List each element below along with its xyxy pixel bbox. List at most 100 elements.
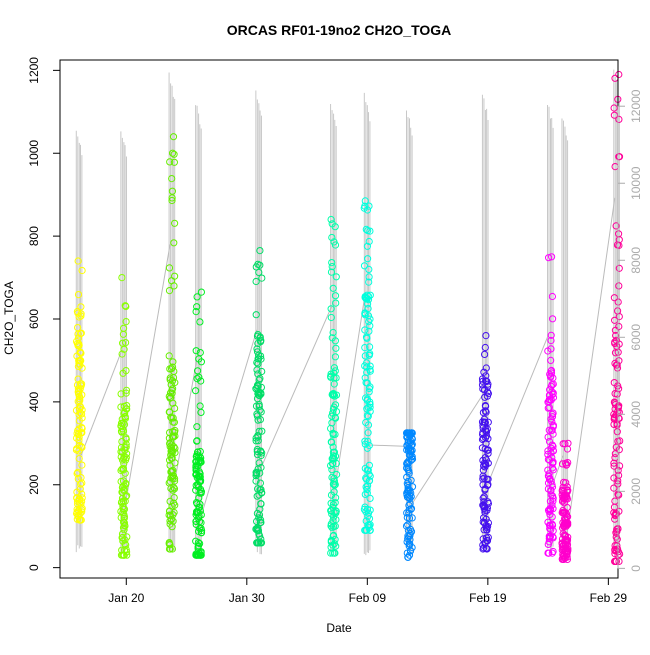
data-point [168,467,176,476]
data-point [193,375,201,383]
data-point [253,345,261,353]
data-point [193,303,201,311]
data-point [73,307,82,316]
data-point [166,394,174,402]
data-point [76,409,84,417]
data-point [192,466,200,474]
data-point [118,428,126,436]
series-rf06 [327,215,341,557]
data-point [192,517,200,526]
data-point [257,516,265,524]
data-point [121,446,129,454]
data-point [549,421,558,429]
data-point [78,424,86,432]
y-tick-label: 400 [27,392,41,412]
data-point [407,448,415,456]
data-point [366,362,374,370]
data-point [480,368,488,376]
data-point [256,469,264,477]
data-point [365,351,373,359]
data-point [166,158,174,166]
data-point [122,493,130,501]
data-point [75,455,83,463]
series-rf09 [478,332,492,553]
data-point [197,377,205,385]
data-point [75,417,83,425]
data-point [253,451,262,459]
data-point [615,557,623,566]
data-point [327,499,335,507]
data-point [615,264,623,272]
data-point [117,477,125,486]
data-point [252,434,260,442]
data-point [119,518,128,526]
y-tick-label: 600 [27,309,41,329]
data-point [257,539,266,547]
data-point [255,511,264,519]
chart-title: ORCAS RF01-19no2 CH2O_TOGA [227,22,452,38]
data-point [547,356,555,364]
data-point [171,432,179,440]
data-point [366,343,374,351]
x-tick-label: Feb 29 [590,591,628,605]
data-point [331,499,339,507]
data-point [548,253,556,261]
data-point [327,313,335,322]
data-point [74,330,82,338]
connector-line [411,393,484,505]
y-tick-label: 800 [27,226,41,246]
data-point [404,521,412,529]
data-point [78,504,86,512]
data-point [331,353,339,361]
data-point [407,505,415,513]
data-point [366,398,374,406]
data-point [365,202,373,210]
data-point [545,254,553,262]
data-point [167,515,175,524]
data-point [117,514,125,522]
y-tick-label: 200 [27,474,41,494]
data-point [77,516,85,524]
data-point [252,437,260,445]
data-point [169,472,177,480]
data-point [253,445,261,454]
data-point [545,403,553,411]
data-point [559,508,567,517]
data-point [545,391,554,399]
data-point [77,442,85,451]
data-point [546,533,555,541]
y-axis-label: CH2O_TOGA [2,281,16,355]
data-point [197,288,205,296]
data-point [170,150,178,158]
data-point [405,551,414,559]
data-point [549,466,557,474]
data-point [545,538,553,546]
data-point [330,531,338,540]
data-point [257,518,265,527]
data-point [170,158,178,166]
data-point [481,486,489,494]
data-point [610,474,618,482]
data-point [167,381,175,389]
data-point [330,364,338,372]
series-rf03 [165,133,179,553]
data-point [194,367,202,375]
x-axis: Jan 20 Jan 30 Feb 09 Feb 19 Feb 29 [108,577,628,605]
data-point [484,449,492,457]
data-point [165,264,174,272]
data-point [549,458,557,466]
data-point [549,497,557,505]
data-point [256,247,264,255]
data-point [171,501,179,509]
data-point [194,448,202,456]
data-point [480,498,488,506]
connector-line [200,329,258,519]
data-point [165,287,174,295]
data-point [171,219,179,227]
data-point [329,284,337,292]
data-point [545,472,553,480]
data-point [408,440,416,448]
data-point [481,393,489,401]
data-point [366,365,374,374]
data-point [170,418,178,426]
